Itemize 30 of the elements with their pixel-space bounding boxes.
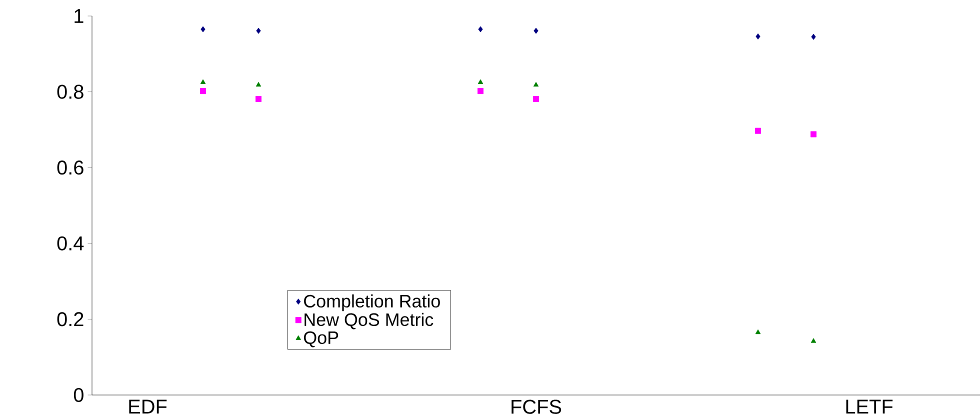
y-tick-label: 0.4 [57, 236, 84, 250]
legend-label: New QoS Metric [304, 312, 434, 330]
legend-label: Completion Ratio [304, 294, 440, 312]
point [478, 26, 483, 32]
point [756, 33, 760, 40]
point [200, 26, 206, 32]
y-tick-label: 0 [74, 388, 84, 402]
point [810, 338, 816, 343]
y-tick-label: 0.6 [57, 160, 84, 175]
point [810, 131, 817, 138]
y-tick-label: 1 [74, 9, 84, 23]
x-tick-label: LETF [846, 400, 893, 414]
legend-label: QoP [304, 331, 338, 348]
point [256, 96, 262, 102]
point [533, 96, 540, 102]
point [533, 82, 539, 87]
point [755, 329, 761, 334]
x-tick-label: FCFS [512, 400, 562, 414]
point [200, 88, 206, 94]
point [755, 128, 762, 134]
y-tick-label: 0.8 [57, 84, 84, 99]
point [478, 88, 484, 94]
y-tick-label: 0.2 [57, 312, 84, 326]
point [534, 28, 538, 34]
point [256, 82, 262, 87]
point [256, 28, 261, 34]
point [478, 79, 484, 84]
point [811, 34, 816, 40]
x-tick-label: EDF [129, 400, 167, 414]
point [200, 79, 206, 84]
